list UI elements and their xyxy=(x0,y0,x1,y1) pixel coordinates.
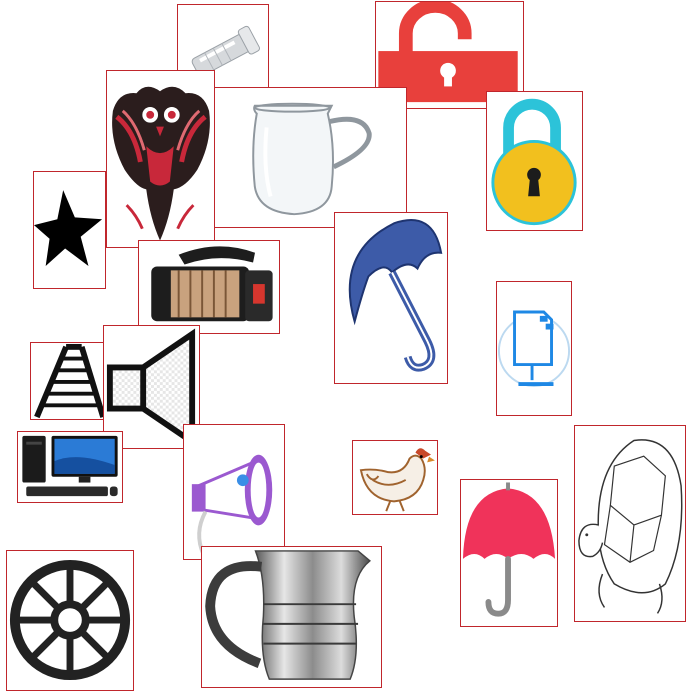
owl-tribal-art-tile xyxy=(106,70,215,248)
wheel-tile xyxy=(6,550,134,691)
computer-monitor-icon xyxy=(497,310,571,387)
owl-tribal-art-icon xyxy=(112,86,210,241)
hen-tile xyxy=(352,440,438,515)
desktop-computer-icon xyxy=(22,435,118,497)
desktop-computer-tile xyxy=(17,431,123,503)
glass-pitcher-icon xyxy=(252,102,372,216)
searchlight-tile xyxy=(138,240,280,334)
megaphone-tile xyxy=(183,424,285,560)
ladder-icon xyxy=(34,343,106,419)
tortoise-icon xyxy=(578,439,683,614)
umbrella-icon xyxy=(462,482,556,617)
tortoise-tile xyxy=(574,425,686,622)
padlock-icon xyxy=(491,98,577,226)
searchlight-icon xyxy=(151,246,273,322)
flashlight-icon xyxy=(191,25,260,77)
hen-icon xyxy=(359,448,435,512)
star-tile xyxy=(33,171,106,289)
glass-pitcher-tile xyxy=(214,87,407,228)
red-umbrella-tile xyxy=(460,479,558,627)
ladder-tile xyxy=(30,342,109,420)
steel-jug-tile xyxy=(201,546,382,688)
steel-jug-icon xyxy=(205,550,372,680)
padlock-tile xyxy=(486,91,583,231)
umbrella-icon xyxy=(348,219,443,372)
computer-monitor-tile xyxy=(496,281,572,416)
blue-umbrella-tile xyxy=(334,212,448,384)
star-icon xyxy=(34,190,103,266)
wheel-icon xyxy=(9,559,131,681)
megaphone-icon xyxy=(191,454,273,556)
